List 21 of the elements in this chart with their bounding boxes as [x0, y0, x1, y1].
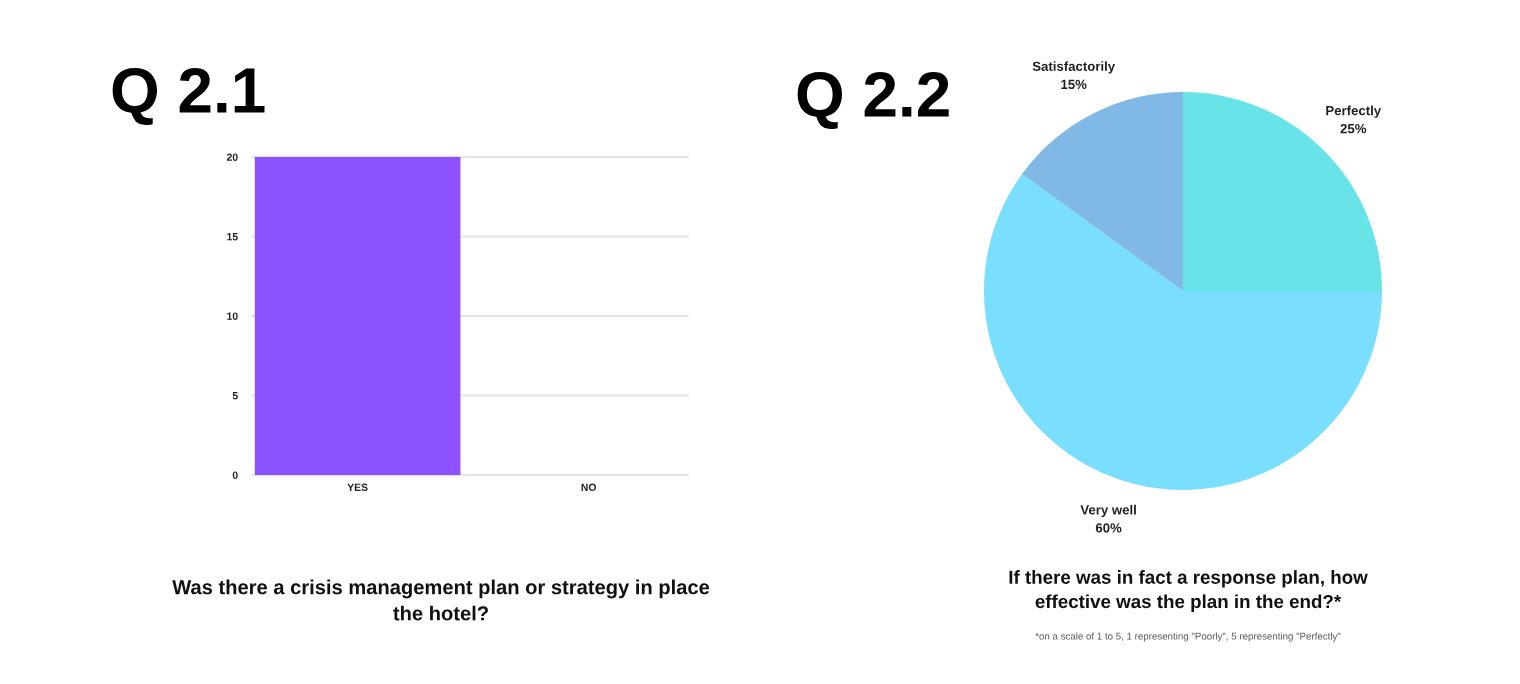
text: Was there a crisis management plan or strategy in place the hotel?: [172, 579, 710, 621]
chart-title: Q 2.2: [797, 71, 949, 130]
pie-slice: [1022, 92, 1183, 291]
y-tick-label: 0: [232, 471, 238, 479]
y-tick-label: 15: [227, 233, 238, 241]
pie-slice: [984, 174, 1382, 490]
chart-title: Q 2.1: [112, 67, 265, 126]
data-label: 60%: [1095, 523, 1122, 533]
y-tick-label: 10: [227, 312, 238, 320]
data-label: 25%: [1340, 123, 1367, 134]
slice-label: Satisfactorily: [1032, 61, 1116, 74]
x-tick-label: NO: [581, 483, 597, 491]
data-label: 15%: [1061, 79, 1087, 90]
x-tick-label: YES: [347, 483, 368, 491]
slice-label: Perfectly: [1326, 105, 1382, 118]
text: If there was in fact a response plan, how effective was the plan in the end?*: [1009, 570, 1368, 612]
text: *on a scale of 1 to 5, 1 representing "Poorly", 5 representing "Perfectly": [1035, 632, 1341, 642]
y-tick-label: 5: [232, 392, 238, 400]
slice-label: Very well: [1080, 504, 1136, 518]
pie-slice: [1183, 92, 1382, 291]
y-tick-label: 20: [226, 153, 238, 161]
